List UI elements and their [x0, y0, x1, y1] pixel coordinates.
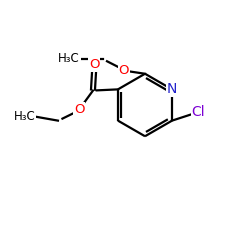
Text: O: O — [89, 58, 100, 71]
Text: Cl: Cl — [192, 105, 205, 119]
Text: O: O — [74, 103, 85, 116]
Text: H₃C: H₃C — [14, 110, 36, 123]
Text: H₃C: H₃C — [58, 52, 80, 65]
Text: O: O — [118, 64, 129, 76]
Text: N: N — [167, 82, 177, 96]
